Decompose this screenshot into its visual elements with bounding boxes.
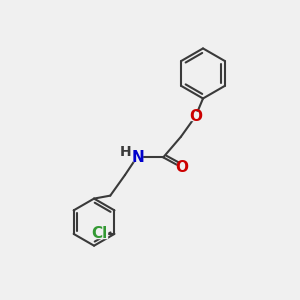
Text: Cl: Cl: [92, 226, 108, 242]
Text: N: N: [131, 150, 144, 165]
Bar: [177, 164, 187, 172]
Bar: [92, 230, 107, 238]
Text: O: O: [189, 109, 202, 124]
Bar: [191, 112, 200, 120]
Bar: [133, 153, 142, 161]
Text: H: H: [120, 146, 132, 159]
Bar: [121, 148, 131, 157]
Text: O: O: [175, 160, 188, 175]
